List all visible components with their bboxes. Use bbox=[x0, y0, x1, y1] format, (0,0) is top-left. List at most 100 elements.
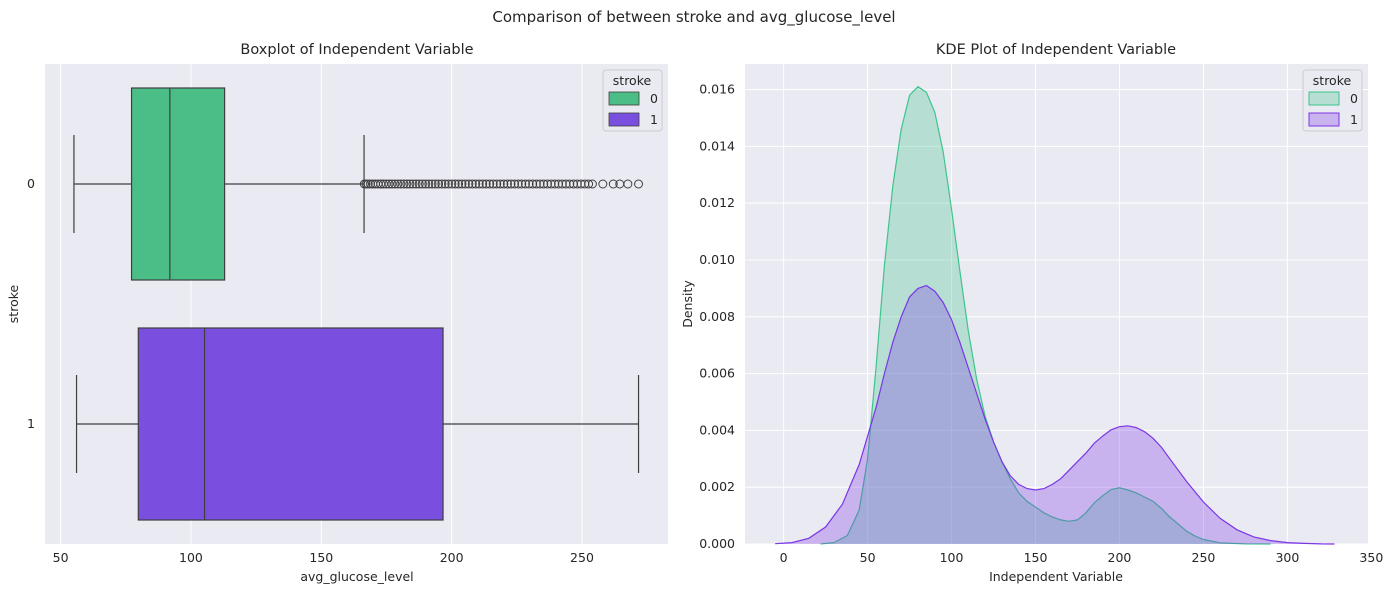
boxplot-outlier bbox=[481, 179, 491, 189]
boxplot-outlier bbox=[520, 179, 530, 189]
boxplot-outlier bbox=[437, 179, 447, 189]
kde-xtick-label: 0 bbox=[780, 550, 788, 565]
boxplot-outlier bbox=[524, 179, 534, 189]
boxplot-ytick-label: 1 bbox=[27, 416, 35, 431]
boxplot-ytick-label: 0 bbox=[27, 176, 35, 191]
boxplot-ylabel: stroke bbox=[6, 284, 21, 323]
boxplot-xtick-label: 200 bbox=[440, 550, 464, 565]
boxplot-outlier bbox=[381, 179, 391, 189]
boxplot-outlier bbox=[447, 179, 457, 189]
kde-ytick-label: 0.004 bbox=[699, 422, 735, 437]
kde-ticks: 0 50 100 150 200 250 300 350 0.000 0.002 0.004 0.00… bbox=[699, 82, 1383, 565]
boxplot-outlier bbox=[587, 179, 597, 189]
kde-legend-frame bbox=[1302, 69, 1363, 132]
boxplot-ticks: 50 100 150 200 250 0 1 bbox=[27, 176, 594, 565]
boxplot-outlier bbox=[502, 179, 512, 189]
boxplot-outlier bbox=[557, 179, 567, 189]
kde-line-1 bbox=[775, 284, 1335, 545]
boxplot-legend-label-0: 0 bbox=[650, 91, 658, 106]
boxplot-outlier bbox=[457, 179, 467, 189]
boxplot-legend-title: stroke bbox=[613, 73, 652, 88]
kde-xtick-label: 200 bbox=[1108, 550, 1132, 565]
boxplot-outlier bbox=[464, 179, 474, 189]
boxplot-outlier bbox=[528, 179, 538, 189]
boxplot-outlier bbox=[417, 179, 427, 189]
kde-legend-swatch-1 bbox=[1308, 112, 1340, 127]
boxplot-outlier bbox=[361, 179, 371, 189]
boxplot-outlier bbox=[421, 179, 431, 189]
kde-ytick-label: 0.008 bbox=[699, 309, 735, 324]
boxplot-xlabel: avg_glucose_level bbox=[300, 569, 413, 584]
figure-suptitle: Comparison of between stroke and avg_glu… bbox=[492, 8, 895, 27]
kde-legend-label-0: 0 bbox=[1350, 91, 1358, 106]
boxplot-outlier bbox=[535, 179, 545, 189]
boxplot-outlier bbox=[411, 179, 421, 189]
kde-xtick-label: 300 bbox=[1275, 550, 1299, 565]
boxplot-outlier bbox=[408, 179, 418, 189]
kde-xtick-label: 350 bbox=[1359, 550, 1383, 565]
boxplot-outlier bbox=[390, 179, 400, 189]
boxplot-outlier bbox=[513, 179, 523, 189]
boxplot-xtick-label: 50 bbox=[53, 550, 69, 565]
boxplot-outlier bbox=[584, 179, 594, 189]
kde-xtick-label: 50 bbox=[860, 550, 876, 565]
boxplot-xtick-label: 150 bbox=[309, 550, 333, 565]
boxplot-outlier bbox=[550, 179, 560, 189]
boxplot-outlier bbox=[443, 179, 453, 189]
boxplot-outlier bbox=[510, 179, 520, 189]
kde-plot-area bbox=[745, 64, 1368, 544]
boxplot-title: Boxplot of Independent Variable bbox=[240, 42, 473, 58]
boxplot-outlier bbox=[546, 179, 556, 189]
boxplot-outlier bbox=[623, 179, 633, 189]
boxplot-outlier bbox=[478, 179, 488, 189]
kde-legend-swatch-0 bbox=[1308, 91, 1340, 106]
boxplot-outlier bbox=[363, 179, 373, 189]
boxplot-outlier bbox=[608, 179, 618, 189]
kde-title: KDE Plot of Independent Variable bbox=[936, 42, 1176, 58]
boxplot-outlier bbox=[499, 179, 509, 189]
boxplot-outlier bbox=[474, 179, 484, 189]
boxplot-outlier bbox=[402, 179, 412, 189]
boxplot-outlier bbox=[399, 179, 409, 189]
boxplot-box bbox=[130, 87, 226, 281]
boxplot-legend-label-1: 1 bbox=[650, 112, 658, 127]
kde-ytick-label: 0.012 bbox=[699, 195, 735, 210]
boxplot-outlier bbox=[430, 179, 440, 189]
boxplot-outlier bbox=[554, 179, 564, 189]
kde-areas bbox=[775, 85, 1335, 545]
boxplot-xtick-label: 250 bbox=[570, 550, 594, 565]
kde-ytick-label: 0.002 bbox=[699, 479, 735, 494]
boxplot-legend-swatch-1 bbox=[608, 112, 640, 127]
kde-legend-title: stroke bbox=[1313, 73, 1352, 88]
kde-legend-label-1: 1 bbox=[1350, 112, 1358, 127]
boxplot-outlier bbox=[467, 179, 477, 189]
boxplot-outlier bbox=[393, 179, 403, 189]
boxplot-outlier bbox=[561, 179, 571, 189]
boxplot-outlier bbox=[405, 179, 415, 189]
boxplot-outlier bbox=[414, 179, 424, 189]
boxplot-outlier bbox=[427, 179, 437, 189]
kde-ylabel: Density bbox=[680, 280, 695, 328]
kde-xtick-label: 100 bbox=[940, 550, 964, 565]
boxplot-xtick-label: 100 bbox=[179, 550, 203, 565]
boxplot-outlier bbox=[454, 179, 464, 189]
boxplot-outlier bbox=[495, 179, 505, 189]
kde-xtick-label: 150 bbox=[1024, 550, 1048, 565]
kde-ytick-label: 0.000 bbox=[699, 536, 735, 551]
kde-ytick-label: 0.010 bbox=[699, 252, 735, 267]
boxplot-legend-swatch-0 bbox=[608, 91, 640, 106]
kde-ytick-label: 0.014 bbox=[699, 138, 735, 153]
boxplot-outlier bbox=[488, 179, 498, 189]
boxplot-outlier bbox=[384, 179, 394, 189]
boxplot-outlier bbox=[440, 179, 450, 189]
kde-xtick-label: 250 bbox=[1192, 550, 1216, 565]
boxplot-outlier bbox=[460, 179, 470, 189]
boxplot-box bbox=[137, 327, 444, 521]
boxplot-outlier bbox=[531, 179, 541, 189]
kde-ytick-label: 0.016 bbox=[699, 82, 735, 97]
kde-ytick-label: 0.006 bbox=[699, 366, 735, 381]
boxplot-outlier bbox=[517, 179, 527, 189]
boxplot-outlier bbox=[485, 179, 495, 189]
boxplot-legend: stroke 0 1 bbox=[602, 69, 663, 132]
